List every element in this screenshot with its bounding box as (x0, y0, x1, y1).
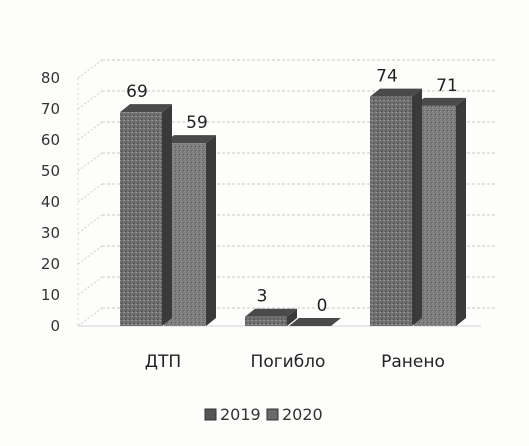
bar-2019-3 (370, 88, 422, 326)
bar-side (412, 88, 422, 326)
category-label: Ранено (381, 352, 445, 372)
bar-top (120, 104, 172, 113)
bar-top (289, 318, 341, 326)
y-tick-label: 80 (41, 69, 60, 87)
y-tick-label: 60 (41, 131, 60, 149)
gridline-side (77, 59, 103, 79)
y-tick-label: 30 (41, 224, 60, 242)
bar-top (245, 308, 297, 317)
gridline-side (77, 214, 103, 234)
bar-front (245, 316, 287, 326)
data-label-2019: 69 (126, 82, 148, 102)
bar-side (287, 308, 297, 326)
bar-top (370, 88, 422, 97)
category-label: ДТП (145, 352, 181, 372)
data-label-2019: 74 (376, 67, 398, 87)
y-tick-label: 10 (41, 286, 60, 304)
legend-swatch-2019 (204, 408, 217, 421)
gridline-side (77, 276, 103, 296)
legend-label-2019: 2019 (220, 405, 261, 424)
y-tick-label: 50 (41, 162, 60, 180)
gridline-side (77, 183, 103, 203)
category-label: Погибло (251, 352, 326, 372)
data-label-2020: 71 (436, 76, 458, 96)
gridline-side (77, 152, 103, 172)
gridline-side (77, 245, 103, 265)
y-tick-label: 0 (50, 317, 60, 335)
gridline-side (77, 307, 103, 327)
gridline-side (77, 90, 103, 110)
bar-2020-2 (289, 318, 341, 326)
legend-swatch-2020 (266, 408, 279, 421)
data-label-2020: 0 (317, 296, 328, 316)
bar-side (456, 97, 466, 327)
bar-side (162, 104, 172, 326)
data-label-2019: 3 (257, 287, 268, 307)
y-tick-label: 70 (41, 100, 60, 118)
gridline-side (77, 121, 103, 141)
bar-front (370, 96, 412, 326)
y-tick-label: 40 (41, 193, 60, 211)
bar-side (206, 135, 216, 326)
bar-front (120, 112, 162, 326)
data-label-2020: 59 (186, 113, 208, 133)
bar-top (164, 135, 216, 144)
bar-2019-2 (245, 308, 297, 326)
bar-2019-1 (120, 104, 172, 326)
y-tick-label: 20 (41, 255, 60, 273)
legend-label-2020: 2020 (282, 405, 323, 424)
bar-top (414, 97, 466, 106)
